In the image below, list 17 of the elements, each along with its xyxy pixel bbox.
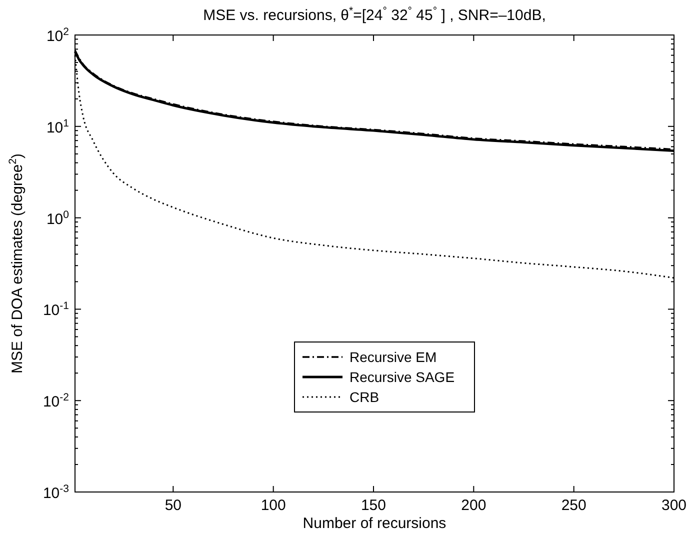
x-axis-title: Number of recursions (302, 515, 446, 532)
x-tick-label: 150 (360, 497, 386, 514)
legend-label: Recursive SAGE (350, 369, 455, 385)
x-tick-label: 250 (561, 497, 586, 514)
x-tick-label: 300 (661, 497, 687, 514)
legend-label: Recursive EM (350, 349, 437, 365)
x-tick-label: 200 (461, 497, 486, 514)
x-tick-label: 50 (164, 497, 182, 514)
y-tick-label: 10$^{-2}$ (42, 392, 70, 411)
y-tick-label: 10$^{1}$ (46, 117, 70, 136)
chart-title: MSE vs. recursions, θ$^{*}$=[24$^{°}$ 32$^{°}$ 45$^{°}$ ] , SNR=–10dB, (203, 5, 546, 24)
y-tick-label: 10$^{2}$ (46, 26, 70, 45)
legend-label: CRB (350, 389, 380, 405)
y-tick-label: 10$^{0}$ (46, 208, 70, 228)
x-tick-label: 100 (260, 497, 286, 514)
y-tick-label: 10$^{-3}$ (42, 483, 70, 502)
y-tick-label: 10$^{-1}$ (42, 300, 70, 320)
